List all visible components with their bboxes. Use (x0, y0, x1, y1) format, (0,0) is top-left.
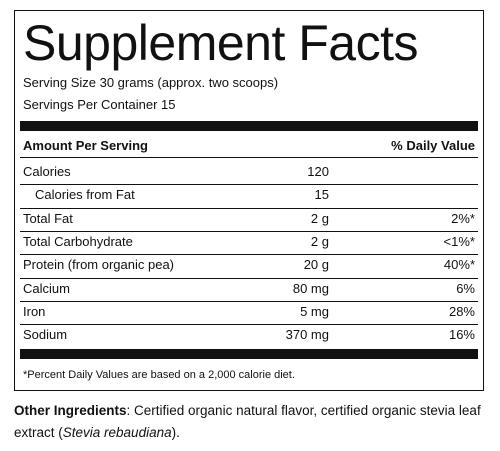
serving-size: Serving Size 30 grams (approx. two scoop… (23, 75, 279, 90)
nutrient-name: Sodium (23, 327, 68, 343)
nutrient-name: Total Fat (23, 210, 73, 226)
amount: 5 mg (300, 303, 329, 319)
text: ). (171, 425, 180, 440)
servings-per-container: Servings Per Container 15 (23, 97, 176, 112)
footnote: *Percent Daily Values are based on a 2,0… (23, 369, 295, 381)
nutrient-name: Calcium (23, 280, 70, 296)
title: Supplement Facts (23, 15, 418, 71)
nutrient-name: Calories (23, 164, 71, 179)
amount: 370 mg (285, 327, 329, 343)
daily-value: 16% (448, 327, 475, 343)
nutrient-name: Iron (23, 303, 46, 319)
rule (20, 300, 478, 302)
text: : Certified organic natural flavor, cert… (14, 403, 481, 440)
amount: 2 g (310, 210, 329, 226)
thick-rule (20, 349, 478, 359)
daily-value: 6% (456, 280, 475, 296)
rule (20, 324, 478, 326)
amount: 20 g (303, 257, 329, 273)
thick-rule (20, 121, 478, 131)
daily-value: 28% (448, 303, 475, 319)
amount: 80 mg (292, 280, 329, 296)
dv-header: % Daily Value (391, 138, 475, 153)
daily-value: 2%* (451, 210, 475, 226)
rule (20, 230, 478, 232)
amount: 15 (314, 187, 329, 203)
italic-text: Stevia rebaudiana (62, 425, 172, 440)
label: Other Ingredients (14, 403, 127, 418)
other-ingredients: Other Ingredients: Certified organic nat… (14, 400, 486, 444)
rule (20, 207, 478, 209)
daily-value: 40%* (443, 257, 475, 273)
rule (20, 277, 478, 279)
facts-panel: Supplement Facts Serving Size 30 grams (… (14, 10, 484, 391)
nutrient-name: Total Carbohydrate (23, 233, 133, 249)
rule (20, 157, 478, 158)
nutrient-name: Protein (from organic pea) (23, 257, 175, 273)
amount: 2 g (310, 233, 329, 249)
rule (20, 254, 478, 256)
daily-value: <1%* (443, 233, 475, 249)
nutrient-name: Calories from Fat (35, 187, 135, 203)
rule (20, 184, 478, 186)
amount-header: Amount Per Serving (23, 138, 148, 153)
amount: 120 (307, 164, 329, 179)
